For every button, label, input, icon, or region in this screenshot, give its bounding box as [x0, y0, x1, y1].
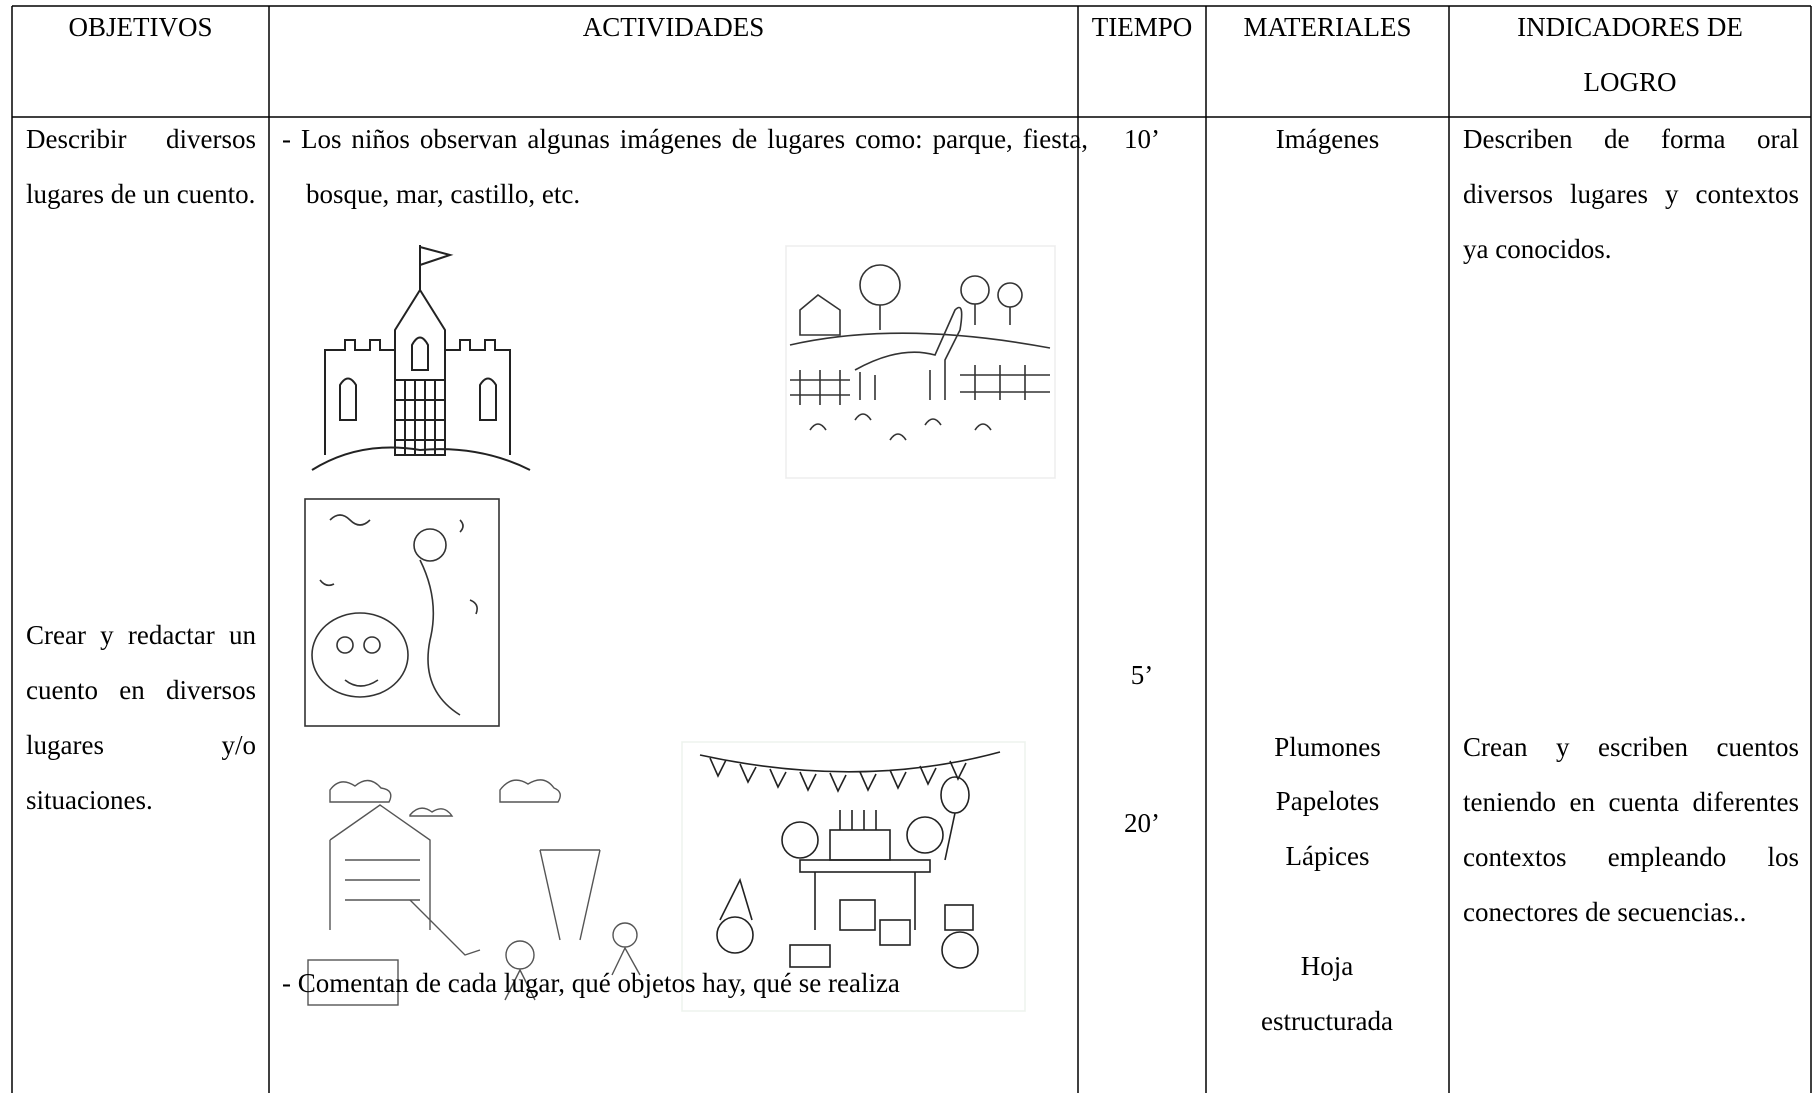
material: Imágenes	[1275, 124, 1380, 154]
mermaid-image	[304, 498, 500, 727]
header-cell: INDICADORES DE LOGRO	[1517, 12, 1743, 97]
time: 5’	[1130, 660, 1154, 690]
header-cell: MATERIALES	[1243, 12, 1412, 42]
objective: Crear y redactar un cuento en diversos l…	[26, 620, 256, 815]
time: 10’	[1124, 124, 1160, 154]
park-image	[307, 779, 641, 1006]
objective: Describir diversos lugares de un cuento.	[26, 124, 256, 209]
header-cell: ACTIVIDADES	[582, 12, 765, 42]
material: Hoja estructurada	[1261, 951, 1393, 1036]
time: 20’	[1124, 808, 1160, 838]
activity: - Comentan de cada lugar, qué objetos ha…	[282, 968, 900, 998]
party-image	[681, 741, 1026, 1012]
material: Papelotes	[1275, 786, 1380, 816]
farm-image	[785, 245, 1056, 479]
activity: - Los niños observan algunas imágenes de…	[282, 124, 1088, 209]
header-cell: TIEMPO	[1091, 12, 1193, 42]
indicator: Crean y escriben cuentos teniendo en cue…	[1463, 732, 1799, 927]
material: Plumones	[1274, 732, 1381, 762]
castle-image	[311, 245, 531, 471]
header-cell: OBJETIVOS	[68, 12, 213, 42]
indicator: Describen de forma oral diversos lugares…	[1463, 124, 1799, 264]
material: Lápices	[1285, 841, 1370, 871]
